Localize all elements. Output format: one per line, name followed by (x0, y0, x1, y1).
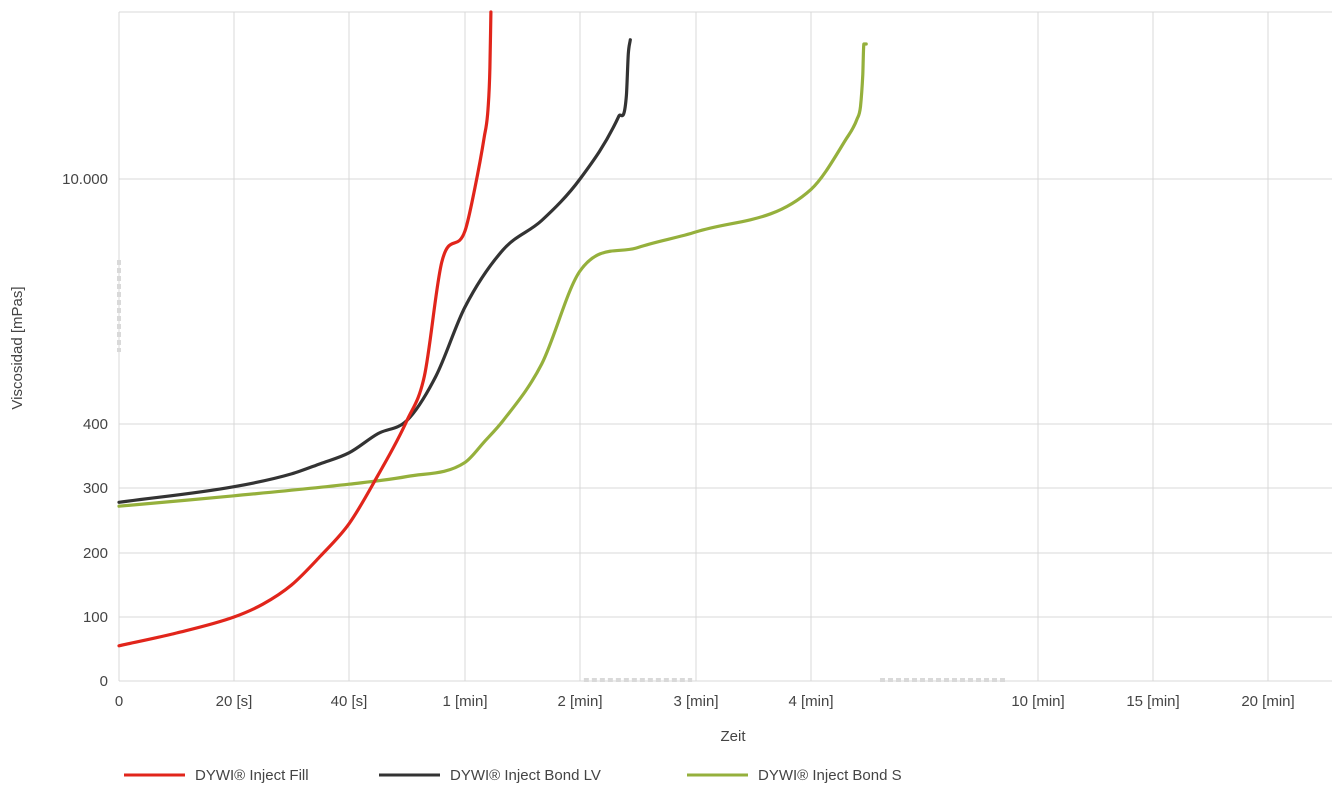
legend-label: DYWI® Inject Bond S (758, 767, 902, 784)
x-tick-label: 40 [s] (331, 693, 368, 710)
y-tick-labels: 0 100 200 300 400 10.000 (62, 171, 108, 690)
legend-label: DYWI® Inject Fill (195, 767, 309, 784)
x-tick-label: 0 (115, 693, 123, 710)
legend-label: DYWI® Inject Bond LV (450, 767, 601, 784)
x-tick-label: 3 [min] (673, 693, 718, 710)
x-tick-label: 10 [min] (1011, 693, 1064, 710)
x-tick-label: 20 [s] (216, 693, 253, 710)
y-tick-label: 400 (83, 416, 108, 433)
series-lines (117, 10, 868, 648)
axis-breaks (117, 260, 1007, 682)
y-tick-label: 300 (83, 480, 108, 497)
series-line (117, 10, 493, 648)
x-tick-labels: 0 20 [s] 40 [s] 1 [min] 2 [min] 3 [min] 4 [min… (115, 693, 1295, 710)
y-axis-title: Viscosidad [mPas] (9, 286, 26, 409)
y-tick-label: 10.000 (62, 171, 108, 188)
x-tick-label: 2 [min] (557, 693, 602, 710)
x-tick-label: 1 [min] (442, 693, 487, 710)
x-axis-title: Zeit (720, 728, 746, 745)
x-tick-label: 4 [min] (788, 693, 833, 710)
grid (118, 11, 1332, 682)
y-tick-label: 0 (100, 673, 108, 690)
y-tick-label: 200 (83, 545, 108, 562)
x-tick-label: 15 [min] (1126, 693, 1179, 710)
legend: DYWI® Inject Fill DYWI® Inject Bond LV DYW… (124, 767, 902, 784)
series-line (117, 42, 868, 508)
y-tick-label: 100 (83, 609, 108, 626)
series-line (117, 38, 632, 504)
x-tick-label: 20 [min] (1241, 693, 1294, 710)
